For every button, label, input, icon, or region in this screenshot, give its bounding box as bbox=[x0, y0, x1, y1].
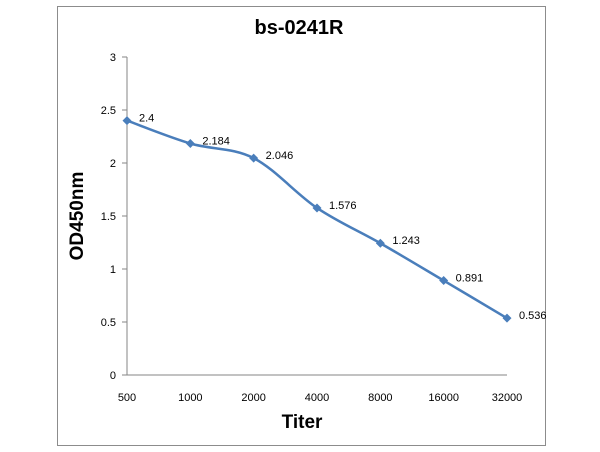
data-label: 1.243 bbox=[392, 235, 420, 247]
x-axis-title: Titer bbox=[282, 412, 323, 433]
series-line bbox=[126, 119, 508, 320]
x-tick-label: 32000 bbox=[492, 392, 523, 404]
x-tick-label: 8000 bbox=[368, 392, 392, 404]
data-label: 0.891 bbox=[456, 273, 484, 285]
y-tick-label: 0.5 bbox=[101, 317, 116, 329]
x-tick-label: 16000 bbox=[428, 392, 459, 404]
data-point-marker bbox=[375, 238, 385, 248]
chart-title: bs-0241R bbox=[255, 17, 344, 39]
data-point-marker bbox=[185, 138, 195, 148]
y-tick-label: 3 bbox=[110, 52, 116, 64]
data-label: 2.4 bbox=[139, 113, 154, 125]
y-tick-label: 1 bbox=[110, 264, 116, 276]
x-tick-label: 2000 bbox=[241, 392, 265, 404]
data-label: 0.536 bbox=[519, 310, 547, 322]
y-axis-title: OD450nm bbox=[67, 172, 88, 261]
data-point-marker bbox=[122, 116, 132, 126]
data-point-marker bbox=[439, 276, 449, 286]
data-label: 2.046 bbox=[266, 150, 294, 162]
data-label: 1.576 bbox=[329, 200, 357, 212]
data-point-marker bbox=[249, 153, 259, 163]
y-tick-label: 2 bbox=[110, 158, 116, 170]
y-tick-label: 0 bbox=[110, 370, 116, 382]
chart-frame bbox=[57, 6, 546, 446]
x-tick-label: 1000 bbox=[178, 392, 202, 404]
data-label: 2.184 bbox=[202, 135, 230, 147]
y-tick-label: 1.5 bbox=[101, 211, 116, 223]
x-tick-label: 4000 bbox=[305, 392, 329, 404]
data-point-marker bbox=[502, 313, 512, 323]
y-tick-label: 2.5 bbox=[101, 105, 116, 117]
x-tick-label: 500 bbox=[118, 392, 136, 404]
data-point-marker bbox=[312, 203, 322, 213]
